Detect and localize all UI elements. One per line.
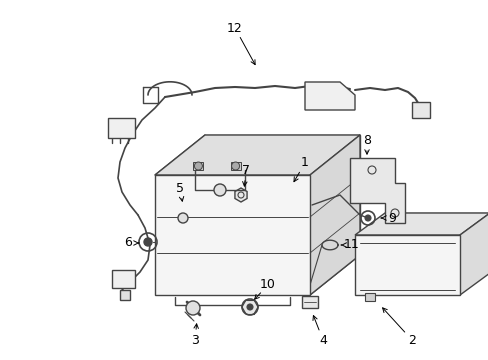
Text: 10: 10 — [260, 279, 275, 292]
Polygon shape — [349, 158, 404, 223]
Text: 2: 2 — [407, 333, 415, 346]
Circle shape — [242, 299, 258, 315]
Circle shape — [143, 238, 152, 246]
Polygon shape — [309, 135, 359, 295]
Polygon shape — [302, 296, 317, 308]
Text: 3: 3 — [191, 333, 199, 346]
Polygon shape — [354, 235, 459, 295]
Text: 9: 9 — [387, 211, 395, 225]
Text: 7: 7 — [242, 163, 249, 176]
Polygon shape — [411, 102, 429, 118]
Text: 4: 4 — [318, 333, 326, 346]
Circle shape — [178, 213, 187, 223]
Polygon shape — [155, 135, 359, 175]
Text: 1: 1 — [301, 157, 308, 170]
Circle shape — [185, 301, 200, 315]
Text: 6: 6 — [124, 237, 132, 249]
Polygon shape — [108, 118, 135, 138]
Circle shape — [246, 304, 252, 310]
Polygon shape — [230, 162, 240, 170]
Polygon shape — [459, 213, 488, 295]
Polygon shape — [193, 162, 203, 170]
Polygon shape — [120, 290, 130, 300]
Text: 11: 11 — [344, 238, 359, 252]
Text: 8: 8 — [362, 134, 370, 147]
Polygon shape — [204, 135, 359, 255]
Circle shape — [231, 162, 239, 170]
Text: 5: 5 — [176, 181, 183, 194]
Polygon shape — [354, 213, 488, 235]
Polygon shape — [234, 188, 246, 202]
Circle shape — [364, 215, 370, 221]
Polygon shape — [112, 270, 135, 288]
Text: 12: 12 — [226, 22, 243, 35]
Circle shape — [194, 162, 202, 170]
Circle shape — [214, 184, 225, 196]
Polygon shape — [384, 213, 488, 273]
Polygon shape — [305, 82, 354, 110]
Polygon shape — [364, 293, 374, 301]
Polygon shape — [155, 175, 309, 295]
